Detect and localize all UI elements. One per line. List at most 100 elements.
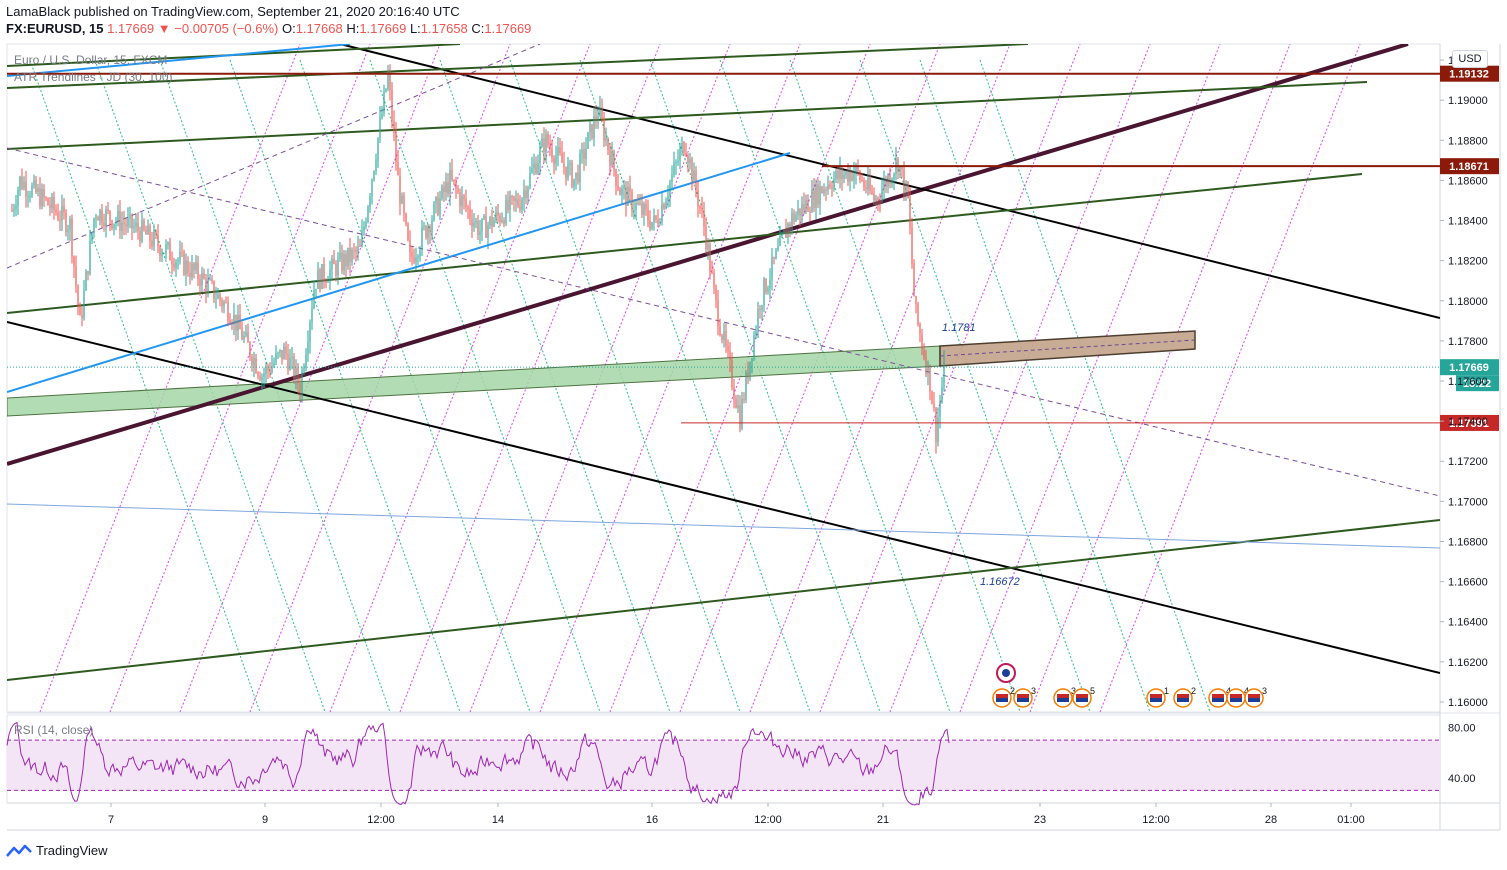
- candle-body: [725, 330, 727, 346]
- candle-body: [933, 403, 935, 408]
- candle-body: [393, 121, 395, 133]
- candle-body: [603, 118, 605, 141]
- candle-body: [805, 199, 807, 210]
- price-level-tag: [1440, 65, 1499, 82]
- candle-body: [697, 190, 699, 207]
- candle-body: [127, 218, 129, 227]
- candle-body: [29, 195, 31, 197]
- candle-body: [581, 149, 583, 154]
- candle-body: [793, 213, 795, 222]
- candle-body: [293, 356, 295, 380]
- currency-button[interactable]: USD: [1452, 50, 1488, 68]
- price-level-tag: [1440, 158, 1499, 175]
- candle-body: [95, 217, 97, 219]
- candle-body: [685, 153, 687, 156]
- candle-body: [281, 349, 283, 360]
- candle-body: [879, 200, 881, 202]
- close-label: C:: [471, 21, 485, 36]
- candle-body: [145, 229, 147, 235]
- candle-body: [321, 264, 323, 289]
- candle-body: [377, 138, 379, 161]
- candle-body: [903, 168, 905, 194]
- time-tick-label: 01:00: [1337, 814, 1365, 826]
- fan-line-pink: [399, 44, 661, 712]
- instrument-legend[interactable]: Euro / U.S. Dollar, 15, FXCM: [14, 53, 168, 67]
- candle-body: [837, 170, 839, 179]
- time-axis[interactable]: 7 9 12:00 14 16 12:00 21 23 12:00 28 01:00: [108, 803, 1365, 826]
- footer: TradingView: [6, 843, 108, 858]
- candle-body: [705, 226, 707, 250]
- candle-body: [87, 271, 89, 274]
- time-tick-label: 7: [108, 814, 114, 826]
- candle-body: [647, 209, 649, 221]
- candle-body: [79, 305, 81, 316]
- candle-body: [807, 199, 809, 212]
- candle-body: [417, 256, 419, 258]
- candle-body: [289, 358, 291, 370]
- event-flag-stripe-blue: [996, 698, 1008, 702]
- candle-body: [889, 175, 891, 185]
- event-flag-stripe-blue: [1230, 698, 1242, 702]
- candle-body: [825, 189, 827, 191]
- price-axis[interactable]: 1.192001.190001.188001.186001.184001.182…: [1440, 55, 1488, 709]
- candle-body: [213, 280, 215, 299]
- candle-body: [779, 235, 781, 247]
- candle-body: [189, 272, 191, 278]
- price-level-tag: [1440, 359, 1499, 376]
- publisher-line: LamaBlack published on TradingView.com, …: [6, 4, 460, 19]
- candle-body: [43, 189, 45, 198]
- candle-body: [627, 186, 629, 206]
- fan-line-pink: [109, 44, 371, 712]
- fan-line-green: [859, 59, 1091, 712]
- candle-body: [863, 180, 865, 187]
- candle-body: [677, 160, 679, 162]
- candle-body: [559, 147, 561, 153]
- candle-body: [359, 245, 361, 247]
- candle-body: [397, 162, 399, 176]
- candle-body: [547, 133, 549, 146]
- footer-brand: TradingView: [36, 843, 108, 858]
- candle-body: [431, 219, 433, 233]
- candle-body: [331, 258, 333, 270]
- candle-body: [97, 217, 99, 221]
- candle-body: [385, 88, 387, 92]
- candle-body: [467, 207, 469, 209]
- candle-body: [923, 348, 925, 358]
- candle-body: [151, 240, 153, 247]
- candle-body: [413, 257, 415, 263]
- candle-body: [479, 231, 481, 236]
- candle-body: [457, 188, 459, 193]
- candle-body: [119, 210, 121, 231]
- candle-body: [915, 296, 917, 304]
- candle-body: [735, 398, 737, 408]
- candle-body: [789, 223, 791, 227]
- candle-body: [611, 151, 613, 166]
- candle-body: [911, 227, 913, 264]
- candle-body: [883, 180, 885, 190]
- candle-body: [665, 201, 667, 209]
- trendline-green-1: [7, 44, 1029, 89]
- candle-body: [813, 189, 815, 208]
- candle-body: [215, 298, 217, 300]
- candle-body: [563, 162, 565, 167]
- candle-body: [609, 149, 611, 166]
- candle-body: [193, 263, 195, 271]
- candle-body: [395, 132, 397, 163]
- fan-line-pink: [679, 44, 941, 712]
- candle-body: [751, 358, 753, 362]
- candle-body: [633, 209, 635, 211]
- candle-body: [297, 367, 299, 385]
- candle-body: [237, 314, 239, 331]
- rsi-legend[interactable]: RSI (14, close): [14, 723, 94, 737]
- annotation-16672: 1.16672: [980, 576, 1020, 588]
- candle-body: [833, 178, 835, 189]
- candle-body: [211, 279, 213, 281]
- candle-body: [629, 186, 631, 192]
- indicator-legend[interactable]: ATR Trendlines - JD (30, 100): [14, 70, 173, 84]
- high-value: 1.17669: [359, 21, 407, 36]
- event-markers[interactable]: 2 3 3 5 1 2 4 4 3: [992, 663, 1267, 708]
- event-count: 1: [1164, 686, 1169, 696]
- candle-body: [217, 294, 219, 299]
- candle-body: [595, 115, 597, 120]
